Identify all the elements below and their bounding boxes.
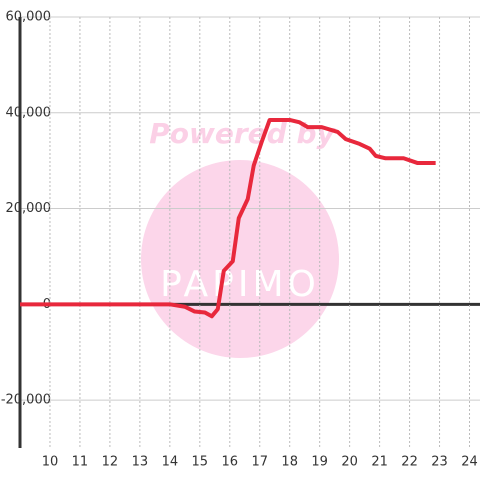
x-tick-label: 22 [401,455,418,470]
data-line [20,117,436,319]
x-tick-label: 11 [72,455,89,470]
x-tick-label: 24 [461,455,478,470]
x-tick-label: 12 [102,455,119,470]
x-tick-label: 13 [132,455,149,470]
x-tick-label: 18 [281,455,298,470]
x-tick-label: 23 [431,455,448,470]
x-tick-label: 17 [251,455,268,470]
y-tick-label: 60,000 [6,10,52,25]
y-tick-label: -20,000 [1,393,51,408]
x-tick-label: 21 [371,455,388,470]
watermark-circle [141,160,339,358]
watermark-text: Powered by [149,117,336,150]
x-tick-label: 19 [311,455,328,470]
y-tick-label: 20,000 [6,201,52,216]
x-tick-label: 16 [221,455,238,470]
x-tick-label: 14 [162,455,179,470]
y-tick-label: 40,000 [6,105,52,120]
x-tick-label: 20 [341,455,358,470]
x-tick-label: 10 [42,455,59,470]
watermark-logo: PAPIMO [160,264,320,305]
x-tick-label: 15 [192,455,209,470]
